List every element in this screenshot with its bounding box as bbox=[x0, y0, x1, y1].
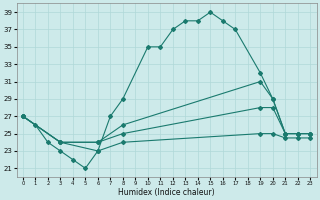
X-axis label: Humidex (Indice chaleur): Humidex (Indice chaleur) bbox=[118, 188, 215, 197]
